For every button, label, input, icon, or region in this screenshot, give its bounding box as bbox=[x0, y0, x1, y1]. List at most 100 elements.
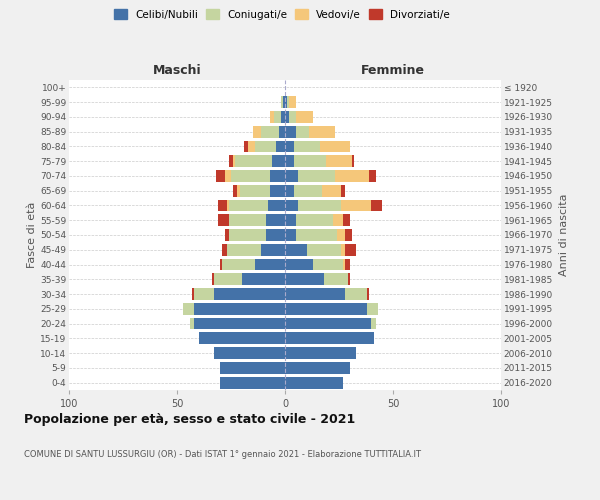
Bar bbox=[293, 140, 320, 152]
Bar bbox=[337, 229, 346, 241]
Bar bbox=[184, 303, 194, 314]
Bar bbox=[346, 229, 352, 241]
Bar bbox=[341, 200, 371, 211]
Bar bbox=[285, 229, 296, 241]
Bar bbox=[233, 156, 235, 167]
Bar bbox=[285, 140, 293, 152]
Bar bbox=[285, 303, 367, 314]
Bar bbox=[235, 156, 272, 167]
Bar bbox=[293, 185, 322, 196]
Bar bbox=[253, 126, 261, 138]
Bar bbox=[285, 156, 293, 167]
Bar bbox=[341, 244, 346, 256]
Bar bbox=[296, 229, 337, 241]
Bar bbox=[285, 288, 346, 300]
Text: Maschi: Maschi bbox=[152, 64, 202, 78]
Bar bbox=[313, 258, 343, 270]
Bar bbox=[255, 140, 277, 152]
Bar bbox=[270, 185, 285, 196]
Bar bbox=[214, 274, 242, 285]
Bar bbox=[371, 318, 376, 330]
Bar bbox=[194, 303, 285, 314]
Bar bbox=[332, 214, 343, 226]
Bar bbox=[223, 258, 255, 270]
Bar bbox=[261, 244, 285, 256]
Legend: Celibi/Nubili, Coniugati/e, Vedovi/e, Divorziati/e: Celibi/Nubili, Coniugati/e, Vedovi/e, Di… bbox=[110, 5, 454, 24]
Bar bbox=[307, 244, 341, 256]
Bar bbox=[220, 362, 285, 374]
Bar bbox=[239, 185, 270, 196]
Bar bbox=[285, 126, 296, 138]
Text: Femmine: Femmine bbox=[361, 64, 425, 78]
Bar bbox=[296, 111, 313, 123]
Bar bbox=[229, 156, 233, 167]
Bar bbox=[190, 318, 194, 330]
Bar bbox=[285, 170, 298, 182]
Bar bbox=[283, 96, 285, 108]
Bar bbox=[244, 140, 248, 152]
Bar bbox=[296, 214, 332, 226]
Bar bbox=[238, 185, 239, 196]
Bar bbox=[255, 258, 285, 270]
Bar bbox=[194, 318, 285, 330]
Bar bbox=[367, 288, 369, 300]
Bar bbox=[289, 96, 296, 108]
Bar bbox=[214, 347, 285, 359]
Bar bbox=[346, 258, 350, 270]
Bar bbox=[272, 156, 285, 167]
Bar bbox=[324, 274, 347, 285]
Bar bbox=[285, 244, 307, 256]
Bar bbox=[214, 288, 285, 300]
Bar bbox=[227, 244, 261, 256]
Bar bbox=[248, 140, 255, 152]
Bar bbox=[220, 258, 223, 270]
Bar bbox=[281, 111, 285, 123]
Bar bbox=[352, 156, 354, 167]
Bar bbox=[274, 111, 281, 123]
Bar bbox=[218, 214, 229, 226]
Bar bbox=[278, 126, 285, 138]
Bar bbox=[192, 288, 194, 300]
Bar bbox=[285, 362, 350, 374]
Bar bbox=[268, 200, 285, 211]
Bar bbox=[223, 244, 227, 256]
Bar bbox=[233, 185, 238, 196]
Bar bbox=[285, 111, 289, 123]
Bar bbox=[285, 347, 356, 359]
Bar bbox=[270, 170, 285, 182]
Bar bbox=[229, 214, 266, 226]
Bar bbox=[285, 376, 343, 388]
Bar bbox=[335, 170, 369, 182]
Bar bbox=[346, 244, 356, 256]
Bar bbox=[371, 200, 382, 211]
Bar bbox=[261, 126, 278, 138]
Bar bbox=[309, 126, 335, 138]
Bar bbox=[320, 140, 350, 152]
Bar bbox=[285, 96, 287, 108]
Bar bbox=[277, 140, 285, 152]
Bar bbox=[326, 156, 352, 167]
Bar bbox=[367, 303, 378, 314]
Bar bbox=[341, 185, 346, 196]
Bar bbox=[212, 274, 214, 285]
Bar bbox=[285, 200, 298, 211]
Bar bbox=[220, 376, 285, 388]
Bar bbox=[224, 229, 229, 241]
Bar bbox=[287, 96, 289, 108]
Bar bbox=[369, 170, 376, 182]
Bar bbox=[229, 229, 266, 241]
Bar bbox=[216, 170, 224, 182]
Bar bbox=[285, 185, 293, 196]
Text: COMUNE DI SANTU LUSSURGIU (OR) - Dati ISTAT 1° gennaio 2021 - Elaborazione TUTTI: COMUNE DI SANTU LUSSURGIU (OR) - Dati IS… bbox=[24, 450, 421, 459]
Bar bbox=[224, 170, 231, 182]
Bar bbox=[285, 318, 371, 330]
Bar bbox=[343, 214, 350, 226]
Bar bbox=[289, 111, 296, 123]
Bar bbox=[285, 332, 374, 344]
Y-axis label: Fasce di età: Fasce di età bbox=[27, 202, 37, 268]
Bar bbox=[266, 229, 285, 241]
Bar bbox=[343, 258, 346, 270]
Bar bbox=[266, 214, 285, 226]
Bar bbox=[194, 288, 214, 300]
Bar bbox=[231, 170, 270, 182]
